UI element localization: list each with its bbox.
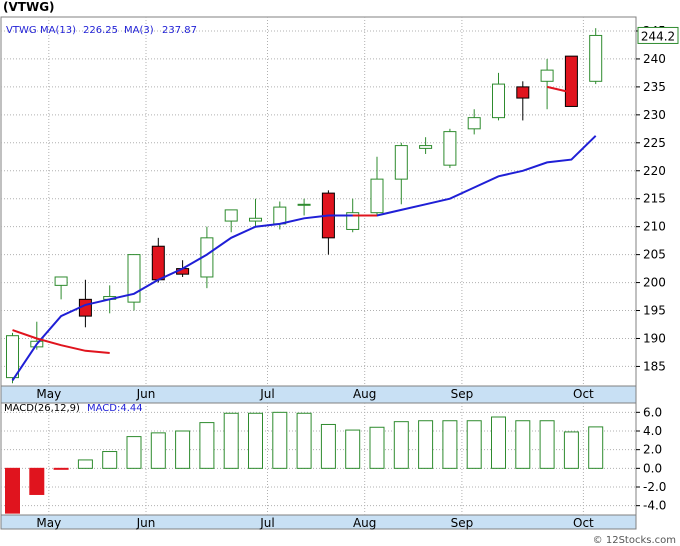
macd-legend-value: MACD:4.44 [87, 403, 143, 414]
macd-tick-label: 2.0 [643, 443, 662, 457]
candle-up [297, 203, 311, 206]
month-label: May [36, 516, 61, 530]
ma3-line [12, 329, 110, 354]
candle-down [151, 245, 165, 281]
macd-bar [588, 426, 604, 469]
macd-bar [563, 431, 579, 469]
macd-bar [199, 422, 215, 469]
month-label: Jun [136, 387, 156, 401]
price-tick-label: 220 [643, 164, 666, 178]
macd-bar [53, 467, 69, 470]
candle-up [370, 178, 384, 214]
price-tick-label: 195 [643, 304, 666, 318]
candle-up [224, 209, 238, 222]
macd-bar [77, 459, 93, 469]
candle-up [6, 335, 19, 379]
candle-up [127, 254, 141, 303]
price-tick-label: 210 [643, 220, 666, 234]
price-tick-label: 240 [643, 52, 666, 66]
price-tick-label: 190 [643, 331, 666, 345]
macd-bar [223, 412, 239, 469]
macd-bar [5, 467, 20, 514]
macd-bar [466, 420, 482, 469]
macd-bar [345, 429, 361, 469]
macd-bar [296, 412, 312, 469]
month-label: Aug [353, 387, 376, 401]
macd-bar [175, 430, 191, 469]
price-tick-label: 205 [643, 248, 666, 262]
macd-bar [491, 416, 506, 469]
macd-tick-label: 6.0 [643, 405, 662, 419]
macd-bar [150, 432, 166, 469]
month-label: Jul [259, 387, 274, 401]
candle-up [54, 276, 68, 286]
ma3-line [546, 85, 572, 94]
macd-bar [320, 423, 336, 469]
price-legend-text: MA(13) [40, 25, 76, 36]
month-label: Aug [353, 516, 376, 530]
macd-tick-label: -2.0 [643, 480, 666, 494]
candle-up [540, 69, 554, 82]
macd-bar [126, 436, 142, 469]
price-tick-label: 215 [643, 192, 666, 206]
macd-bar [539, 420, 555, 469]
macd-bar [29, 467, 45, 495]
ma13-line [11, 135, 597, 381]
candle-up [273, 206, 287, 225]
macd-bar [248, 412, 263, 469]
candle-up [394, 145, 408, 180]
price-legend-text: 226.25 [83, 25, 118, 36]
macd-bar [272, 411, 288, 469]
price-legend-text: VTWG [6, 25, 37, 36]
month-label: May [36, 387, 61, 401]
macd-legend-label: MACD(26,12,9) [4, 403, 80, 414]
candle-up [589, 34, 603, 82]
candle-down [564, 55, 578, 107]
macd-tick-label: 4.0 [643, 424, 662, 438]
price-tick-label: 225 [643, 136, 666, 150]
price-month-strip [0, 385, 637, 404]
macd-bar [102, 451, 118, 469]
price-tick-label: 235 [643, 80, 666, 94]
candle-up [249, 217, 262, 222]
price-tick-label: 230 [643, 108, 666, 122]
macd-tick-label: -4.0 [643, 499, 666, 513]
footer-credit: © 12Stocks.com [592, 535, 676, 546]
macd-bar [442, 420, 458, 469]
price-tick-label: 185 [643, 359, 666, 373]
month-label: Oct [573, 387, 594, 401]
macd-month-strip [0, 514, 637, 530]
candle-up [492, 83, 505, 119]
last-price-box [637, 26, 679, 44]
month-label: Oct [573, 516, 594, 530]
last-price-label: 244.2 [641, 29, 675, 43]
price-tick-label: 200 [643, 276, 666, 290]
macd-bar [418, 420, 434, 469]
macd-tick-label: 0.0 [643, 461, 662, 475]
month-label: Sep [451, 516, 474, 530]
macd-bar [369, 426, 385, 469]
candle-up [467, 117, 481, 130]
candle-up [419, 145, 433, 149]
candle-up [443, 131, 457, 166]
candle-up [346, 212, 360, 230]
price-panel [0, 16, 637, 387]
candle-down [516, 86, 530, 99]
price-legend-text: 237.87 [162, 25, 197, 36]
macd-bar [393, 421, 409, 469]
month-label: Jun [136, 516, 156, 530]
macd-bar [515, 420, 531, 469]
month-label: Jul [259, 516, 274, 530]
price-legend-text: MA(3) [124, 25, 154, 36]
month-label: Sep [451, 387, 474, 401]
chart-title: (VTWG) [3, 0, 55, 14]
